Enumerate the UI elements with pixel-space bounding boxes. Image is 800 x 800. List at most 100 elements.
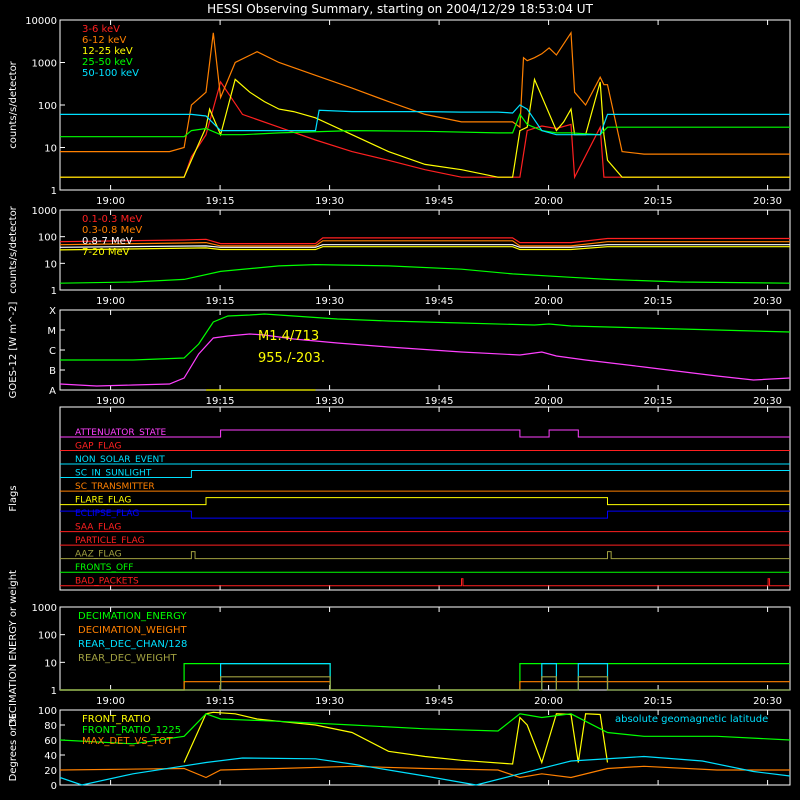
x-tick-label: 19:30: [315, 196, 344, 207]
series-line-unnamed-1: [59, 333, 791, 387]
panel-decimation: 1 10 100 1000 DECIMATION ENERGY or weight 19:…: [8, 570, 791, 727]
flag-line-flare-flag: [60, 497, 790, 506]
series-line-decimation-weight: [60, 681, 790, 691]
x-tick-label: 19:15: [206, 696, 235, 707]
y-tick-label: 10000: [25, 16, 57, 27]
series-line-12-25-kev: [60, 77, 790, 178]
x-tick-label: 19:00: [96, 196, 125, 207]
series-line-7-20-mev: [59, 246, 790, 251]
x-tick-label: 20:00: [534, 396, 563, 407]
flag-line-attenuator-state: [60, 429, 790, 438]
legend-label-front-ratio: FRONT_RATIO: [82, 714, 151, 725]
panel-ratios: 0 20 40 60 80 100 Degrees or % FRONT_RATIOFRONT…: [8, 706, 791, 792]
y-tick-label: 1: [51, 286, 57, 297]
x-tick-label: 20:30: [753, 396, 782, 407]
y-tick-label: B: [49, 366, 56, 377]
flag-label-fronts-off: FRONTS_OFF: [75, 563, 133, 573]
legend-label-max-det-vs-tot: MAX_DET_VS_TOT: [82, 736, 174, 747]
y-tick-label: 1000: [32, 59, 57, 70]
y-tick-label: 100: [38, 631, 57, 642]
legend-label-0-8-7-mev: 0.8-7 MeV: [82, 236, 133, 247]
x-tick-label: 19:00: [96, 696, 125, 707]
x-tick-label: 19:00: [96, 296, 125, 307]
x-tick-label: 19:00: [96, 396, 125, 407]
x-tick-label: 19:30: [315, 296, 344, 307]
y-axis-label: GOES-12 [W m^-2]: [8, 302, 19, 399]
legend-label-7-20-mev: 7-20 MeV: [82, 247, 130, 258]
x-tick-label: 19:45: [425, 396, 454, 407]
x-tick-label: 19:15: [206, 396, 235, 407]
y-tick-label: 1000: [32, 206, 57, 217]
panel-frame: [59, 709, 791, 786]
y-tick-label: 100: [38, 101, 57, 112]
y-tick-label: 1: [51, 686, 57, 697]
flag-label-aaz-flag: AAZ_FLAG: [75, 550, 122, 560]
legend-label-decimation-energy: DECIMATION_ENERGY: [78, 611, 187, 622]
flag-label-gap-flag: GAP_FLAG: [75, 442, 121, 452]
flag-label-attenuator-state: ATTENUATOR_STATE: [75, 428, 167, 438]
legend-label-geomagnetic-latitude: absolute geomagnetic latitude: [615, 714, 768, 725]
legend-label-0-3-0-8-mev: 0.3-0.8 MeV: [82, 225, 142, 236]
flag-label-flare-flag: FLARE_FLAG: [75, 496, 131, 506]
flag-label-saa-flag: SAA_FLAG: [75, 523, 121, 533]
series-line-max-det-vs-tot: [59, 765, 790, 779]
y-tick-label: 40: [44, 751, 57, 762]
legend-label-25-50-kev: 25-50 keV: [82, 57, 133, 68]
flag-line-aaz-flag: [60, 551, 790, 560]
y-axis-label: Flags: [8, 485, 19, 511]
y-tick-label: 1000: [32, 603, 57, 614]
goes-annotation-1: 955./-203.: [258, 351, 325, 366]
x-tick-label: 20:15: [644, 696, 673, 707]
panel-counts-low-energy: 1 10 100 1000 10000 counts/s/detector 19:00 19:…: [8, 16, 791, 207]
goes-annotation-0: M1.4/713: [258, 329, 319, 344]
x-tick-label: 20:30: [753, 296, 782, 307]
flag-label-eclipse-flag: ECLIPSE_FLAG: [75, 509, 139, 519]
chart-title: HESSI Observing Summary, starting on 200…: [207, 2, 593, 16]
flag-label-non-solar-event: NON_SOLAR_EVENT: [75, 455, 165, 465]
legend-label-3-6-kev: 3-6 keV: [82, 24, 120, 35]
legend-label-rear-dec-weight: REAR_DEC_WEIGHT: [78, 653, 177, 664]
y-axis-label: counts/s/detector: [8, 60, 19, 148]
y-tick-label: 10: [44, 259, 57, 270]
y-tick-label: A: [49, 386, 56, 397]
x-tick-label: 20:00: [534, 296, 563, 307]
series-line-50-100-kev: [60, 104, 790, 136]
y-tick-label: C: [49, 346, 56, 357]
y-tick-label: 20: [44, 766, 57, 777]
series-line-decimation-energy: [60, 662, 790, 691]
y-axis-label: Degrees or %: [8, 714, 19, 782]
y-tick-label: 100: [38, 706, 57, 717]
series-line-0-8-7-mev: [59, 244, 790, 248]
legend-label-6-12-kev: 6-12 keV: [82, 35, 126, 46]
y-tick-label: 100: [38, 233, 57, 244]
x-tick-label: 20:30: [753, 696, 782, 707]
flag-label-sc-transmitter: SC_TRANSMITTER: [75, 482, 155, 492]
panels-group: 1 10 100 1000 10000 counts/s/detector 19:00 19:…: [8, 16, 791, 792]
panel-frame: [59, 406, 791, 591]
flag-label-bad-packets: BAD_PACKETS: [75, 577, 139, 587]
flag-line-eclipse-flag: [60, 510, 790, 519]
flag-line-bad-packets: [60, 578, 790, 587]
series-line-6-12-kev: [60, 30, 790, 155]
flag-label-sc-in-sunlight: SC_IN_SUNLIGHT: [75, 469, 152, 479]
series-line-rear-dec-weight: [60, 676, 790, 691]
x-tick-label: 20:00: [534, 196, 563, 207]
x-tick-label: 20:30: [753, 196, 782, 207]
x-tick-label: 19:30: [315, 396, 344, 407]
x-tick-label: 19:15: [206, 296, 235, 307]
x-tick-label: 19:45: [425, 696, 454, 707]
panel-counts-high-energy: 1 10 100 1000 counts/s/detector 19:00 19:15 19:…: [8, 205, 791, 307]
series-line-front-ratio: [183, 711, 609, 765]
legend-label-rear-dec-chan-128: REAR_DEC_CHAN/128: [78, 639, 187, 650]
series-line-absolute-geomagnetic-latitude: [59, 755, 791, 786]
panel-frame: [59, 209, 791, 291]
series-line-0-1-0-3-mev: [59, 237, 790, 245]
x-tick-label: 19:45: [425, 196, 454, 207]
y-axis-label: counts/s/detector: [8, 205, 19, 293]
y-axis-label: DECIMATION ENERGY or weight: [8, 570, 19, 727]
flag-label-particle-flag: PARTICLE_FLAG: [75, 536, 145, 546]
x-tick-label: 20:15: [644, 196, 673, 207]
legend-label-12-25-kev: 12-25 keV: [82, 46, 133, 57]
